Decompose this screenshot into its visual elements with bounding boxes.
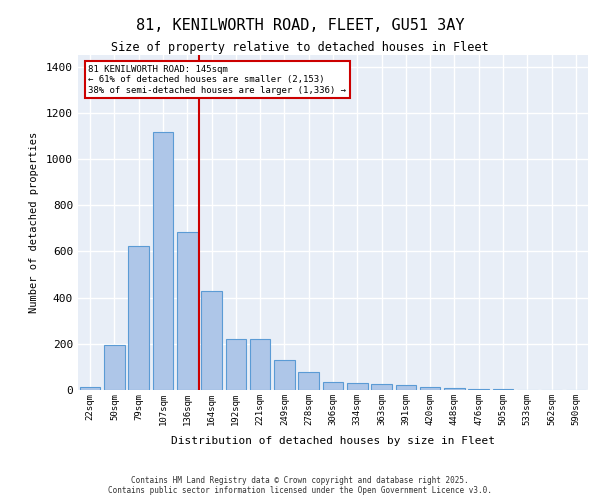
- Text: Size of property relative to detached houses in Fleet: Size of property relative to detached ho…: [111, 41, 489, 54]
- Bar: [152, 132, 173, 390]
- Bar: [469, 389, 489, 390]
- Bar: [201, 290, 222, 390]
- Bar: [323, 382, 343, 390]
- Bar: [493, 389, 514, 390]
- Bar: [347, 383, 368, 390]
- Bar: [250, 339, 271, 390]
- Bar: [104, 345, 125, 390]
- Bar: [371, 384, 392, 390]
- Bar: [444, 388, 465, 390]
- Bar: [274, 360, 295, 390]
- Bar: [177, 232, 197, 390]
- X-axis label: Distribution of detached houses by size in Fleet: Distribution of detached houses by size …: [171, 436, 495, 446]
- Bar: [395, 386, 416, 390]
- Text: 81 KENILWORTH ROAD: 145sqm
← 61% of detached houses are smaller (2,153)
38% of s: 81 KENILWORTH ROAD: 145sqm ← 61% of deta…: [88, 65, 346, 95]
- Bar: [420, 386, 440, 390]
- Bar: [128, 246, 149, 390]
- Text: Contains HM Land Registry data © Crown copyright and database right 2025.
Contai: Contains HM Land Registry data © Crown c…: [108, 476, 492, 495]
- Y-axis label: Number of detached properties: Number of detached properties: [29, 132, 39, 313]
- Bar: [226, 339, 246, 390]
- Text: 81, KENILWORTH ROAD, FLEET, GU51 3AY: 81, KENILWORTH ROAD, FLEET, GU51 3AY: [136, 18, 464, 32]
- Bar: [298, 372, 319, 390]
- Bar: [80, 386, 100, 390]
